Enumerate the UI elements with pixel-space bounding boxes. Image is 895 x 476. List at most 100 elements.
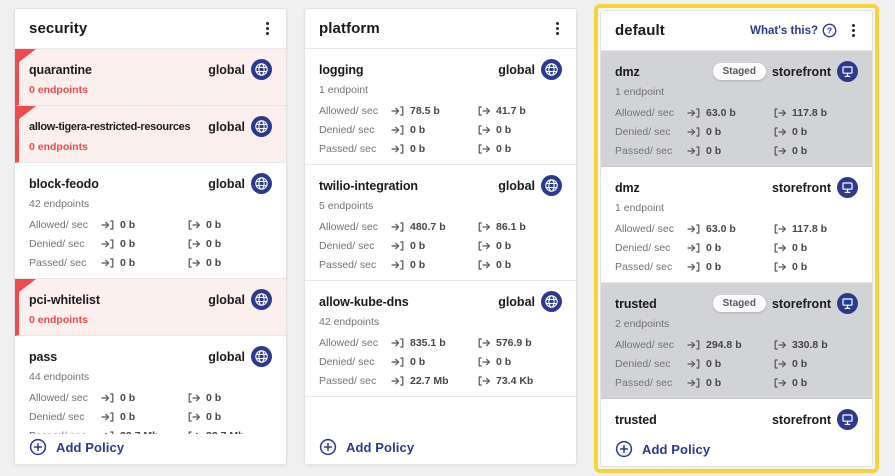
policy-scope-label: global — [208, 349, 245, 364]
stat-label: Allowed/ sec — [615, 106, 674, 119]
ingress-arrow-icon — [687, 223, 701, 235]
stat-egress-value: 0 b — [206, 237, 222, 250]
ingress-arrow-icon — [391, 356, 405, 368]
stat-egress-value: 117.8 b — [792, 106, 828, 119]
stat-ingress-value: 480.7 b — [410, 220, 446, 233]
policy-scope-label: storefront — [771, 412, 831, 427]
stat-egress-value: 0 b — [792, 357, 808, 370]
globe-icon — [541, 291, 562, 312]
stat-egress-value: 73.4 Kb — [496, 374, 534, 387]
endpoint-count: 42 endpoints — [29, 198, 90, 210]
ingress-arrow-icon — [101, 257, 115, 269]
add-policy-button[interactable]: Add Policy — [319, 438, 414, 456]
stat-ingress-value: 0 b — [410, 239, 426, 252]
ingress-arrow-icon — [391, 124, 405, 136]
tier-menu-kebab-icon[interactable] — [550, 20, 564, 38]
stat-ingress: 63.0 b — [687, 223, 773, 235]
stat-ingress-value: 0 b — [706, 144, 722, 157]
policy-card-dmz[interactable]: dmz storefront 1 endpoint Allowed/ sec 63.0 … — [601, 167, 872, 283]
policy-name: dmz — [615, 64, 640, 79]
ingress-arrow-icon — [391, 221, 405, 233]
stat-ingress-value: 0 b — [120, 218, 136, 231]
policy-scope-label: storefront — [771, 64, 831, 79]
endpoint-count: 44 endpoints — [29, 371, 90, 383]
stat-egress-value: 0 b — [496, 142, 512, 155]
policy-card-dmz[interactable]: dmz Staged storefront 1 endpoint Allowed/ se… — [601, 51, 872, 167]
stat-row: Allowed/ sec 835.1 b 576.9 b — [319, 333, 562, 352]
stat-ingress: 480.7 b — [391, 221, 477, 233]
policy-card-top: block-feodo global — [29, 173, 272, 194]
stat-label: Denied/ sec — [319, 123, 375, 136]
stat-egress: 0 b — [187, 219, 221, 231]
tier-menu-kebab-icon[interactable] — [260, 20, 274, 38]
stat-egress: 0 b — [773, 261, 807, 273]
stat-row: Allowed/ sec 63.0 b 117.8 b — [615, 103, 858, 122]
svg-text:?: ? — [827, 26, 832, 36]
stat-ingress-value: 63.0 b — [706, 106, 736, 119]
add-policy-button[interactable]: Add Policy — [615, 440, 710, 458]
egress-arrow-icon — [773, 107, 787, 119]
egress-arrow-icon — [477, 356, 491, 368]
ingress-arrow-icon — [101, 392, 115, 404]
policy-name: allow-tigera-restricted-resources — [29, 120, 191, 133]
stat-egress-value: 576.9 b — [496, 336, 532, 349]
policy-stats: Allowed/ sec 78.5 b 41.7 b Denied/ sec 0 b 0 … — [319, 101, 562, 158]
tier-header-actions — [550, 20, 564, 38]
policy-stats: Allowed/ sec 835.1 b 576.9 b Denied/ sec 0 b… — [319, 333, 562, 390]
policy-card-pass[interactable]: pass global 44 endpoints Allowed/ sec 0 b 0 b… — [15, 336, 286, 434]
policy-card-twilio-integration[interactable]: twilio-integration global 5 endpoints Allow… — [305, 165, 576, 281]
globe-icon — [251, 289, 272, 310]
policy-name: allow-kube-dns — [319, 294, 409, 309]
stat-label: Passed/ sec — [319, 142, 377, 155]
stat-label: Denied/ sec — [319, 355, 375, 368]
stat-egress-value: 0 b — [206, 391, 222, 404]
stat-egress-value: 0 b — [206, 218, 222, 231]
stat-ingress-value: 0 b — [120, 391, 136, 404]
tier-footer-default: Add Policy — [601, 436, 872, 466]
ingress-arrow-icon — [391, 375, 405, 387]
staged-badge: Staged — [712, 63, 766, 80]
endpoint-count: 1 endpoint — [615, 202, 665, 214]
policy-card-trusted[interactable]: trusted storefront — [601, 399, 872, 436]
policy-card-pci-whitelist[interactable]: pci-whitelist global 0 endpoints — [15, 279, 286, 336]
stat-egress-value: 0 b — [792, 376, 808, 389]
policy-name: pci-whitelist — [29, 292, 100, 307]
egress-arrow-icon — [477, 375, 491, 387]
stat-row: Allowed/ sec 78.5 b 41.7 b — [319, 101, 562, 120]
stat-label: Passed/ sec — [615, 260, 673, 273]
ingress-arrow-icon — [687, 126, 701, 138]
stat-row: Passed/ sec 0 b 0 b — [29, 253, 272, 272]
add-policy-button[interactable]: Add Policy — [29, 438, 124, 456]
policy-card-quarantine[interactable]: quarantine global 0 endpoints — [15, 49, 286, 106]
tier-menu-kebab-icon[interactable] — [846, 22, 860, 40]
stat-egress: 576.9 b — [477, 337, 532, 349]
stat-egress: 0 b — [773, 377, 807, 389]
ingress-arrow-icon — [391, 143, 405, 155]
ingress-arrow-icon — [687, 107, 701, 119]
stat-egress: 0 b — [773, 242, 807, 254]
stat-label: Denied/ sec — [615, 241, 671, 254]
stat-ingress-value: 294.8 b — [706, 338, 742, 351]
stat-label: Passed/ sec — [29, 256, 87, 269]
ingress-arrow-icon — [101, 430, 115, 434]
stat-ingress: 0 b — [391, 259, 477, 271]
stat-ingress-value: 835.1 b — [410, 336, 446, 349]
policy-card-allow-tigera-restricted-resources[interactable]: allow-tigera-restricted-resources global 0… — [15, 106, 286, 163]
ingress-arrow-icon — [687, 377, 701, 389]
stat-egress: 0 b — [187, 411, 221, 423]
ingress-arrow-icon — [687, 261, 701, 273]
policy-card-logging[interactable]: logging global 1 endpoint Allowed/ sec 78.5 … — [305, 49, 576, 165]
stat-ingress: 294.8 b — [687, 339, 773, 351]
policy-card-trusted[interactable]: trusted Staged storefront 2 endpoints Allowe… — [601, 283, 872, 399]
tier-column-default: default What's this?? dmz Staged storefront 1… — [600, 10, 873, 467]
policy-card-allow-kube-dns[interactable]: allow-kube-dns global 42 endpoints Allowed/… — [305, 281, 576, 397]
stat-label: Allowed/ sec — [319, 104, 378, 117]
whats-this-link[interactable]: What's this?? — [750, 23, 837, 38]
policy-card-top: trusted Staged storefront — [615, 293, 858, 314]
stat-egress-value: 0 b — [496, 258, 512, 271]
policy-card-block-feodo[interactable]: block-feodo global 42 endpoints Allowed/ se… — [15, 163, 286, 279]
stat-ingress-value: 0 b — [410, 258, 426, 271]
policy-stats: Allowed/ sec 294.8 b 330.8 b Denied/ sec 0 b… — [615, 335, 858, 392]
stat-row: Allowed/ sec 0 b 0 b — [29, 215, 272, 234]
stat-ingress-value: 0 b — [706, 376, 722, 389]
